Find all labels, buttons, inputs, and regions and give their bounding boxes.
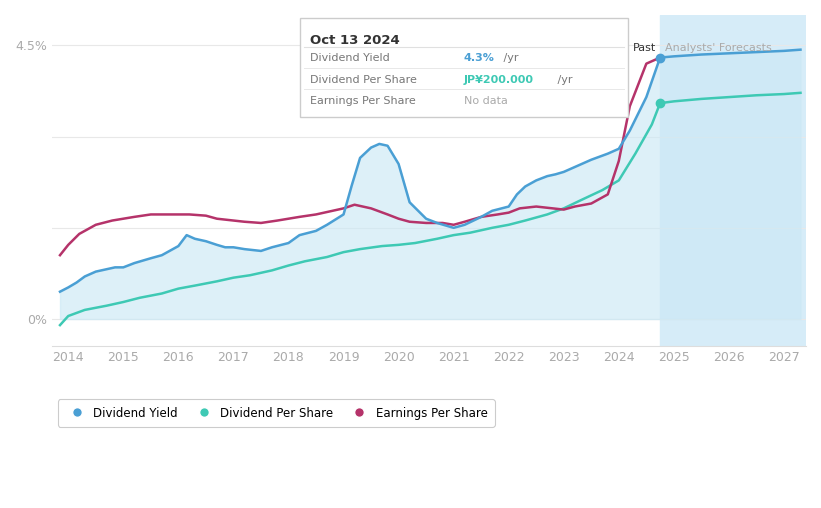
Text: Earnings Per Share: Earnings Per Share <box>310 96 415 106</box>
Text: Analysts' Forecasts: Analysts' Forecasts <box>664 43 771 53</box>
Text: No data: No data <box>464 96 507 106</box>
Text: Past: Past <box>632 43 656 53</box>
FancyBboxPatch shape <box>300 18 628 117</box>
Text: 4.3%: 4.3% <box>464 53 495 64</box>
Text: Dividend Yield: Dividend Yield <box>310 53 389 64</box>
Text: Dividend Per Share: Dividend Per Share <box>310 75 416 85</box>
Text: /yr: /yr <box>554 75 573 85</box>
Text: Oct 13 2024: Oct 13 2024 <box>310 34 399 47</box>
Legend: Dividend Yield, Dividend Per Share, Earnings Per Share: Dividend Yield, Dividend Per Share, Earn… <box>57 399 495 427</box>
Text: /yr: /yr <box>500 53 519 64</box>
Bar <box>660 15 806 346</box>
Text: JP¥200.000: JP¥200.000 <box>464 75 534 85</box>
